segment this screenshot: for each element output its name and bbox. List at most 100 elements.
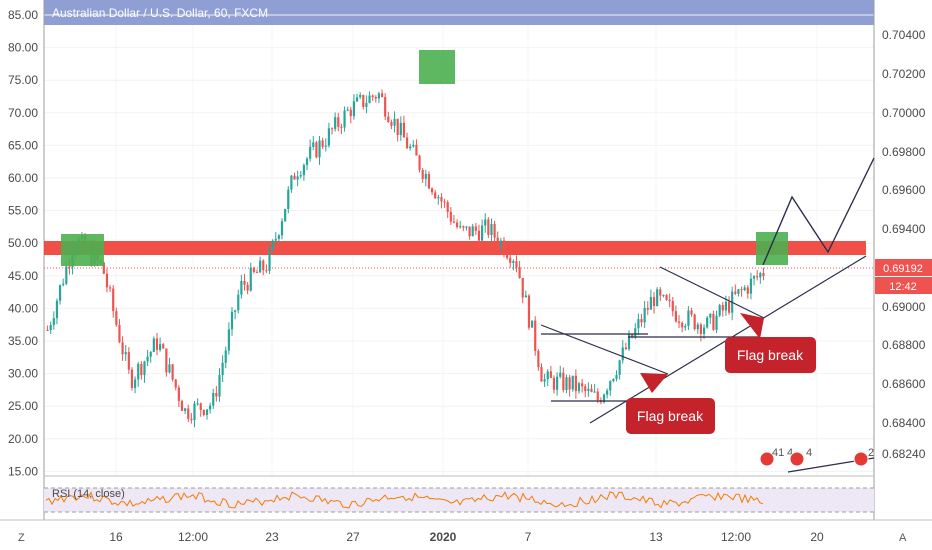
candle-body <box>127 352 130 370</box>
candle-body <box>230 311 234 330</box>
candle-body <box>640 319 643 323</box>
candle-body <box>165 348 168 373</box>
candle-body <box>690 310 693 315</box>
candle-body <box>340 126 343 128</box>
x-axis-tick-label: 12:00 <box>721 530 751 544</box>
candle-body <box>146 356 149 362</box>
candle-body <box>352 101 356 117</box>
candle-body <box>424 173 427 180</box>
candle-body <box>724 301 728 311</box>
flag-us-icon[interactable] <box>789 451 805 467</box>
candle-body <box>487 219 490 236</box>
left-axis-tick-label: 85.00 <box>8 8 38 22</box>
candle-body <box>462 226 465 228</box>
candle-body <box>405 137 409 149</box>
candle-body <box>702 327 706 334</box>
candle-body <box>349 109 352 117</box>
candle-body <box>184 408 187 411</box>
rsi-line <box>45 491 764 509</box>
candle-body <box>518 267 521 278</box>
highlight-box-left <box>61 234 104 266</box>
candle-body <box>52 318 55 325</box>
candle-body <box>118 324 121 343</box>
auto-scale-button[interactable]: A <box>899 532 907 544</box>
candle-body <box>493 223 496 238</box>
rsi-band <box>44 488 874 512</box>
candle-body <box>740 289 743 291</box>
right-axis-tick-label: 0.69600 <box>882 183 926 197</box>
candle-body <box>718 305 721 316</box>
candle-body <box>437 197 440 199</box>
callout-pointer-1 <box>640 373 668 393</box>
candle-body <box>58 285 62 301</box>
candle-body <box>665 295 668 300</box>
candle-body <box>271 240 274 250</box>
candle-body <box>121 342 124 355</box>
candle-body <box>218 375 221 397</box>
candle-body <box>643 307 646 323</box>
flag-us-icon[interactable] <box>759 451 775 467</box>
callout-label-1: Flag break <box>637 408 704 424</box>
candle-body <box>577 383 581 392</box>
candle-body <box>677 321 681 323</box>
left-axis-tick-label: 55.00 <box>8 204 38 218</box>
highlight-box-top <box>419 50 455 84</box>
flag1-upper-line <box>540 324 669 375</box>
candle-body <box>377 93 381 99</box>
right-axis-tick-label: 0.69000 <box>882 300 926 314</box>
flag-us-icon[interactable] <box>853 451 869 467</box>
candle-body <box>455 222 459 228</box>
candle-body <box>490 223 493 236</box>
candle-body <box>746 287 749 294</box>
x-axis-tick-label: 20 <box>810 530 824 544</box>
candle-body <box>556 376 559 390</box>
candle-body <box>752 276 756 279</box>
candle-body <box>480 225 484 241</box>
candle-body <box>246 284 249 291</box>
candle-body <box>293 175 296 180</box>
candle-body <box>434 192 437 199</box>
candle-body <box>687 310 690 326</box>
candle-body <box>537 350 540 368</box>
zoom-button[interactable]: Z <box>18 532 25 544</box>
candle-body <box>531 320 534 328</box>
candle-body <box>187 408 190 419</box>
candle-body <box>318 140 321 158</box>
event-count-3: 4 <box>806 447 812 459</box>
right-axis-tick-label: 0.68800 <box>882 338 926 352</box>
candle-body <box>55 300 59 319</box>
event-markers[interactable]: 41 4 4 2 <box>759 447 874 467</box>
candle-body <box>415 144 418 156</box>
projection-path <box>762 157 875 266</box>
callout-box-1 <box>626 398 715 434</box>
candle-body <box>737 289 740 294</box>
candle-body <box>259 260 262 273</box>
candle-body <box>112 288 115 312</box>
candle-body <box>662 295 665 297</box>
candle-body <box>221 362 224 376</box>
x-axis-ticks: 16 12:00 23 27 2020 7 13 12:00 20 <box>109 530 824 544</box>
candle-body <box>549 371 552 378</box>
candle-body <box>759 273 762 278</box>
candle-body <box>421 169 424 180</box>
candle-body <box>249 267 252 291</box>
left-axis-tick-label: 50.00 <box>8 236 38 250</box>
candle-body <box>659 289 662 296</box>
candle-body <box>468 226 471 237</box>
candle-body <box>212 392 215 406</box>
candle-body <box>512 261 515 263</box>
callout-pointer-2 <box>740 313 764 339</box>
candle-body <box>159 344 162 350</box>
candle-body <box>202 409 205 416</box>
chart-title: Australian Dollar / U.S. Dollar, 60, FXC… <box>52 6 268 20</box>
candle-body <box>274 238 277 241</box>
candle-body <box>137 363 140 380</box>
candle-body <box>374 96 377 99</box>
candle-body <box>302 165 305 176</box>
candle-body <box>609 381 612 391</box>
candle-body <box>499 240 502 247</box>
candle-body <box>343 110 346 128</box>
candle-body <box>743 287 746 291</box>
